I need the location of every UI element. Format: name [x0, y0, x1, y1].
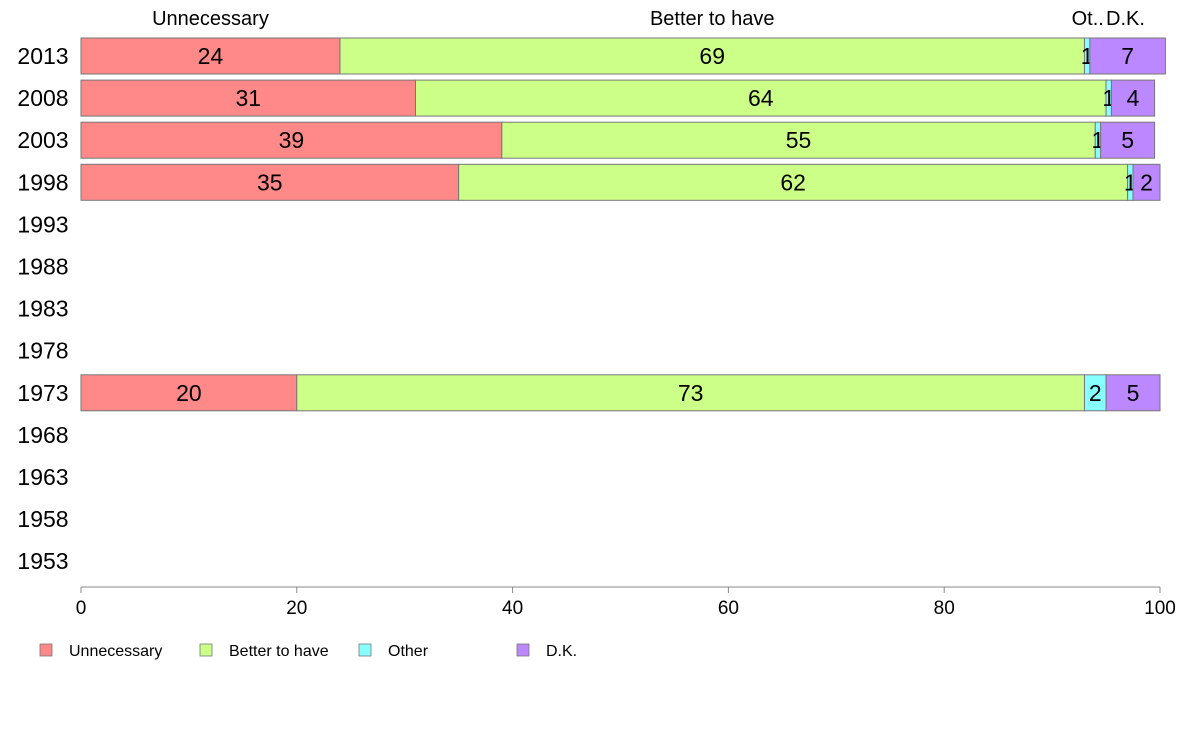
legend-swatch-3 [516, 643, 530, 657]
column-header-0: Unnecessary [152, 8, 269, 30]
column-header-1: Better to have [650, 8, 775, 30]
year-label-1998: 1998 [17, 169, 68, 195]
bar-segment-2013-0 [80, 37, 341, 75]
bar-label-1973-1: 73 [678, 380, 704, 406]
bar-label-2003-1: 55 [786, 127, 812, 153]
bar-segment-2008-0 [80, 79, 416, 117]
x-tick-label-60: 60 [718, 598, 739, 619]
bar-segment-1998-1 [458, 163, 1129, 201]
legend-label-1: Better to have [229, 643, 329, 660]
legend-swatch-1 [199, 643, 213, 657]
column-header-2: Ot.. [1072, 8, 1104, 30]
year-label-2008: 2008 [17, 85, 68, 111]
bar-label-1973-0: 20 [176, 380, 202, 406]
year-label-2003: 2003 [17, 127, 68, 153]
year-label-1988: 1988 [17, 254, 68, 280]
bar-segment-1973-0 [80, 374, 298, 412]
x-tick-label-0: 0 [76, 598, 87, 619]
year-label-1978: 1978 [17, 338, 68, 364]
bar-segment-2008-1 [414, 79, 1107, 117]
bar-label-2013-3: 7 [1121, 43, 1134, 69]
bar-label-1973-2: 2 [1089, 380, 1102, 406]
legend-label-2: Other [388, 643, 429, 660]
year-label-1973: 1973 [17, 380, 68, 406]
bar-label-2003-3: 5 [1121, 127, 1134, 153]
legend-swatch-2 [358, 643, 372, 657]
x-tick-label-20: 20 [286, 598, 307, 619]
bar-segment-2013-3 [1089, 37, 1166, 75]
legend-label-3: D.K. [546, 643, 577, 660]
bar-segment-2013-1 [339, 37, 1085, 75]
x-tick-label-100: 100 [1144, 598, 1176, 619]
year-label-1963: 1963 [17, 464, 68, 490]
year-label-1983: 1983 [17, 296, 68, 322]
bar-label-2008-3: 4 [1127, 85, 1140, 111]
legend-swatch-0 [39, 643, 53, 657]
bar-label-2008-1: 64 [748, 85, 774, 111]
legend-label-0: Unnecessary [69, 643, 162, 660]
bar-segment-2003-0 [80, 121, 503, 159]
bar-label-1998-3: 2 [1140, 169, 1153, 195]
bar-label-1998-1: 62 [780, 169, 806, 195]
bar-segment-2008-3 [1110, 79, 1156, 117]
column-header-3: D.K. [1106, 8, 1145, 30]
year-label-1993: 1993 [17, 211, 68, 237]
x-tick-label-40: 40 [502, 598, 523, 619]
bar-label-1973-3: 5 [1127, 380, 1140, 406]
bar-label-2008-0: 31 [235, 85, 261, 111]
year-label-2013: 2013 [17, 43, 68, 69]
year-label-1953: 1953 [17, 548, 68, 574]
bar-label-2013-1: 69 [699, 43, 725, 69]
bar-segment-1998-0 [80, 163, 460, 201]
bar-label-2013-0: 24 [198, 43, 224, 69]
x-tick-label-80: 80 [934, 598, 955, 619]
bar-segment-1998-3 [1132, 163, 1161, 201]
bar-segment-2003-3 [1100, 121, 1156, 159]
bar-label-2003-0: 39 [279, 127, 305, 153]
bar-label-1998-0: 35 [257, 169, 283, 195]
bar-segment-1973-3 [1105, 374, 1161, 412]
year-label-1958: 1958 [17, 506, 68, 532]
year-label-1968: 1968 [17, 422, 68, 448]
bar-segment-2003-1 [501, 121, 1096, 159]
bar-segment-1973-1 [296, 374, 1085, 412]
